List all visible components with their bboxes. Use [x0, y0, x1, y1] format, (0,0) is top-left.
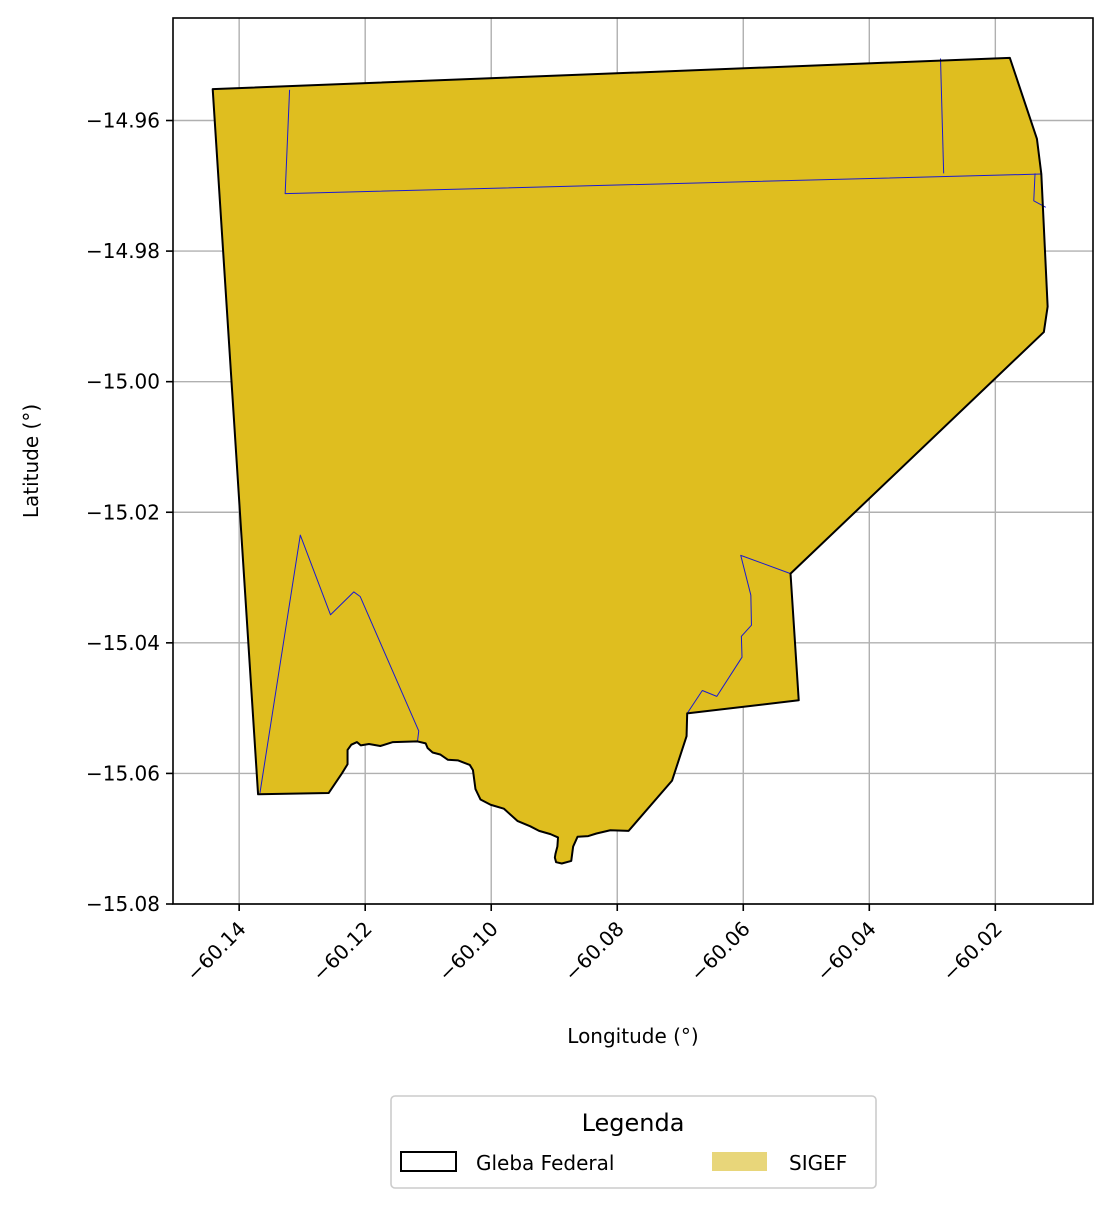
y-tick-label-4: −15.04: [86, 631, 160, 655]
x-tick-label-4: −60.06: [685, 917, 754, 986]
sigef-area: [212, 57, 1048, 864]
legend: Legenda Gleba Federal SIGEF: [390, 1095, 877, 1189]
y-tick-label-2: −15.00: [86, 370, 160, 394]
legend-label-sigef: SIGEF: [789, 1151, 847, 1175]
x-tick-label-6: −60.02: [938, 917, 1007, 986]
x-axis-label: Longitude (°): [567, 1024, 698, 1048]
sigef-parcel-line-0: [284, 89, 1042, 195]
x-tick-label-5: −60.04: [812, 917, 881, 986]
y-tick-label-1: −14.98: [86, 239, 160, 263]
x-axis-ticks: −60.14 −60.12 −60.10 −60.08 −60.06 −60.04 −60.…: [181, 904, 1007, 986]
sigef-parcel-lines: [259, 58, 1046, 794]
legend-label-gleba-federal: Gleba Federal: [476, 1151, 614, 1175]
y-tick-label-6: −15.08: [86, 892, 160, 916]
y-axis-label: Latitude (°): [19, 404, 43, 518]
y-tick-label-5: −15.06: [86, 761, 160, 785]
sigef-parcel-line-1: [940, 58, 945, 174]
y-axis-ticks: −14.96 −14.98 −15.00 −15.02 −15.04 −15.06 −15.…: [86, 109, 173, 916]
legend-swatch-gleba-federal: [400, 1151, 457, 1172]
legend-swatch-sigef: [712, 1152, 767, 1171]
plot-frame: [172, 17, 1094, 905]
sigef-parcel-line-2: [1033, 173, 1046, 208]
gleba-federal-outline: [211, 56, 1049, 865]
x-tick-label-3: −60.08: [559, 917, 628, 986]
sigef-parcel-line-4: [686, 554, 791, 714]
sigef-parcel-line-3: [259, 534, 420, 794]
x-tick-label-0: −60.14: [181, 917, 250, 986]
x-tick-label-2: −60.10: [433, 917, 502, 986]
x-tick-label-1: −60.12: [307, 917, 376, 986]
legend-title: Legenda: [582, 1109, 685, 1137]
y-tick-label-0: −14.96: [86, 109, 160, 133]
y-tick-label-3: −15.02: [86, 500, 160, 524]
